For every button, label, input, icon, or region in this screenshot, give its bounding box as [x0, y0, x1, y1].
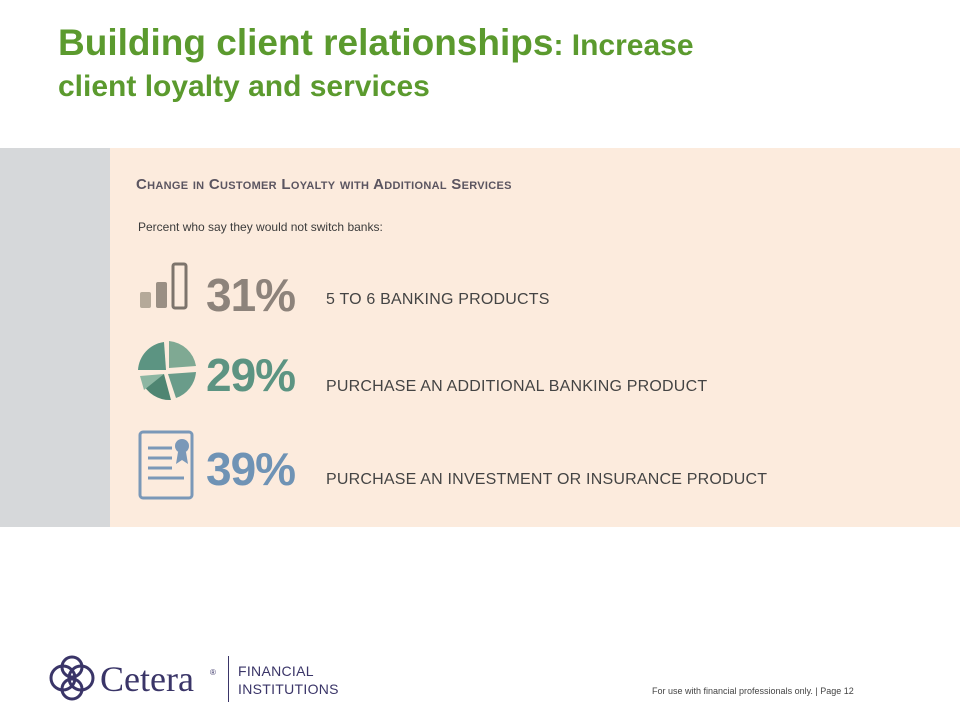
stat-value: 39% [206, 443, 296, 495]
logo-emblem-icon [49, 655, 95, 701]
logo-divider [228, 656, 229, 702]
logo-line-institutions: INSTITUTIONS [238, 681, 339, 697]
slide-title-rest: : Increase [553, 29, 694, 62]
logo-subtitle: FINANCIAL INSTITUTIONS [238, 662, 339, 698]
stat-label: PURCHASE AN INVESTMENT OR INSURANCE PROD… [326, 471, 768, 488]
cetera-logo: Cetera ® FINANCIAL INSTITUTIONS [48, 654, 368, 704]
stat-value: 31% [206, 269, 296, 321]
panel-subtitle: Percent who say they would not switch ba… [138, 220, 383, 234]
stat-label: 5 TO 6 BANKING PRODUCTS [326, 291, 550, 308]
pie-chart-icon [138, 341, 196, 401]
stat-value: 29% [206, 349, 296, 401]
panel-title: Change in Customer Loyalty with Addition… [136, 176, 512, 193]
slide-title-line2: client loyalty and services [58, 70, 430, 103]
stat-row: 29% PURCHASE AN ADDITIONAL BANKING PRODU… [134, 336, 934, 410]
stat-row: 31% 5 TO 6 BANKING PRODUCTS [134, 256, 934, 330]
logo-wordmark: Cetera [100, 659, 194, 699]
slide-title: Building client relationships: Increase … [58, 22, 918, 104]
bar-chart-icon [140, 262, 188, 310]
slide-title-main: Building client relationships [58, 22, 554, 63]
stat-row: 39% PURCHASE AN INVESTMENT OR INSURANCE … [134, 428, 934, 502]
logo-line-financial: FINANCIAL [238, 663, 314, 679]
stat-label: PURCHASE AN ADDITIONAL BANKING PRODUCT [326, 378, 708, 395]
infographic-panel: Change in Customer Loyalty with Addition… [110, 148, 960, 527]
footer-note: For use with financial professionals onl… [652, 686, 854, 696]
certificate-icon [138, 430, 194, 500]
logo-registered-mark: ® [210, 668, 216, 677]
side-accent-bar [0, 148, 110, 527]
